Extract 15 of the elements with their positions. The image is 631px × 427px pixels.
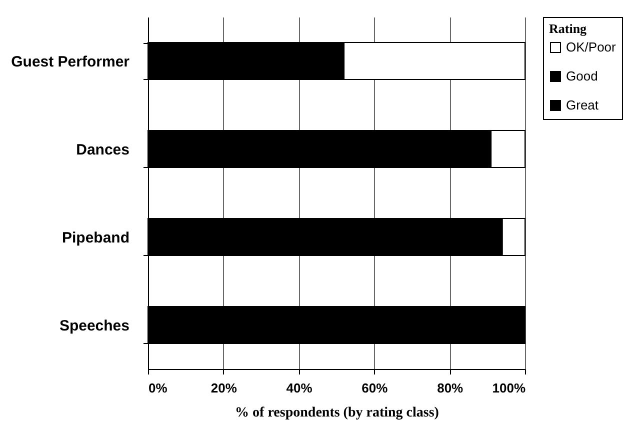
x-tick-label: 20% [210, 380, 238, 396]
x-axis-title: % of respondents (by rating class) [235, 406, 440, 420]
y-tick-label: Dances [76, 142, 130, 158]
x-tick-label: 80% [437, 380, 464, 396]
legend-label: Good [566, 68, 598, 84]
x-tick-label: 40% [286, 380, 313, 396]
x-tick-label: 0% [148, 380, 168, 396]
x-tick-label: 60% [362, 380, 388, 396]
legend-title: Rating [549, 21, 588, 36]
legend-label: Great [566, 98, 599, 112]
y-tick-label: Guest Performer [11, 54, 130, 70]
legend-label: OK/Poor [566, 40, 617, 54]
x-tick-label: 100% [492, 380, 526, 396]
y-tick-label: Speeches [59, 318, 130, 334]
y-tick-label: Pipeband [62, 230, 130, 246]
